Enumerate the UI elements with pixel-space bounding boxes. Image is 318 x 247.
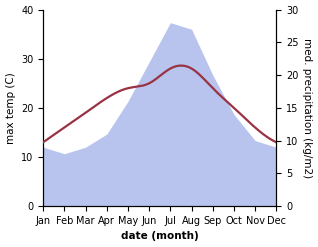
Y-axis label: max temp (C): max temp (C)	[5, 72, 16, 144]
X-axis label: date (month): date (month)	[121, 231, 199, 242]
Y-axis label: med. precipitation (kg/m2): med. precipitation (kg/m2)	[302, 38, 313, 178]
